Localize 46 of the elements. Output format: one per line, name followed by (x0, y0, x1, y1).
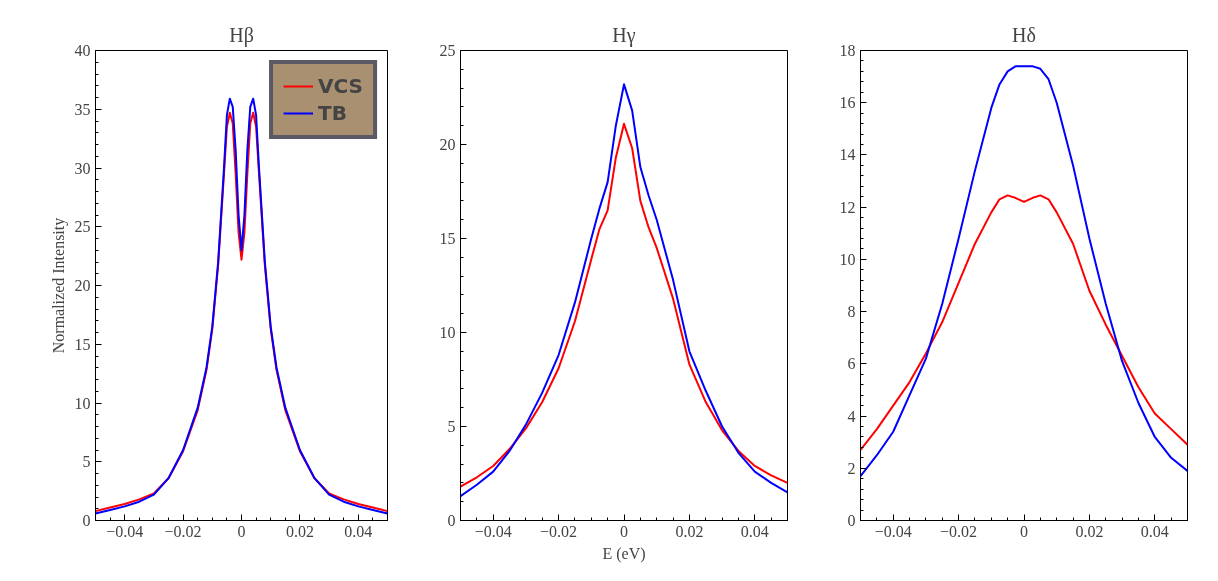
x-axis-title: E (eV) (602, 544, 646, 563)
x-tick-label: 0 (237, 522, 246, 540)
legend-label: TB (318, 101, 347, 125)
y-tick-label: 10 (839, 250, 856, 268)
y-tick-label: 6 (847, 355, 856, 373)
y-tick-label: 12 (839, 198, 856, 216)
y-tick-label: 20 (74, 277, 91, 294)
x-tick-label: 0.02 (1075, 522, 1104, 540)
y-tick-label: 18 (839, 42, 856, 59)
y-tick-label: 4 (847, 407, 856, 425)
y-tick-label: 20 (439, 136, 456, 153)
y-tick-label: 2 (847, 459, 856, 477)
y-axis-title: Normalized Intensity (49, 217, 68, 354)
y-tick-label: 25 (439, 42, 456, 59)
x-tick-label: −0.02 (540, 522, 578, 540)
x-tick-label: 0.02 (285, 522, 314, 540)
y-tick-label: 14 (839, 146, 856, 164)
x-tick-label: 0 (1020, 522, 1028, 540)
x-tick-label: 0.04 (344, 522, 373, 540)
y-tick-label: 15 (74, 335, 91, 353)
x-tick-label: −0.04 (874, 522, 912, 540)
legend-label: VCS (318, 74, 363, 98)
x-tick-label: −0.02 (164, 522, 202, 540)
x-tick-label: −0.02 (940, 522, 978, 540)
x-tick-label: −0.04 (106, 522, 144, 540)
y-tick-label: 30 (74, 159, 91, 177)
chart-title: Hγ (612, 23, 636, 47)
chart-title: Hβ (229, 23, 254, 47)
y-tick-label: 5 (82, 453, 91, 471)
chart-title: Hδ (1012, 23, 1036, 46)
y-tick-label: 40 (74, 42, 91, 59)
y-tick-label: 35 (74, 100, 91, 118)
y-tick-label: 10 (439, 324, 456, 341)
y-tick-label: 25 (74, 218, 91, 236)
x-tick-label: 0 (620, 522, 628, 540)
y-tick-label: 5 (447, 418, 456, 435)
line-series (860, 194, 1188, 451)
x-tick-label: 0.04 (1140, 522, 1169, 540)
x-tick-label: 0.02 (675, 522, 704, 540)
y-tick-label: 8 (847, 303, 856, 321)
line-series (860, 65, 1188, 478)
y-tick-label: 16 (839, 94, 856, 112)
x-tick-label: 0.04 (740, 522, 769, 540)
x-tick-label: −0.04 (474, 522, 512, 540)
y-tick-label: 15 (439, 230, 456, 247)
y-tick-label: 10 (74, 394, 91, 412)
